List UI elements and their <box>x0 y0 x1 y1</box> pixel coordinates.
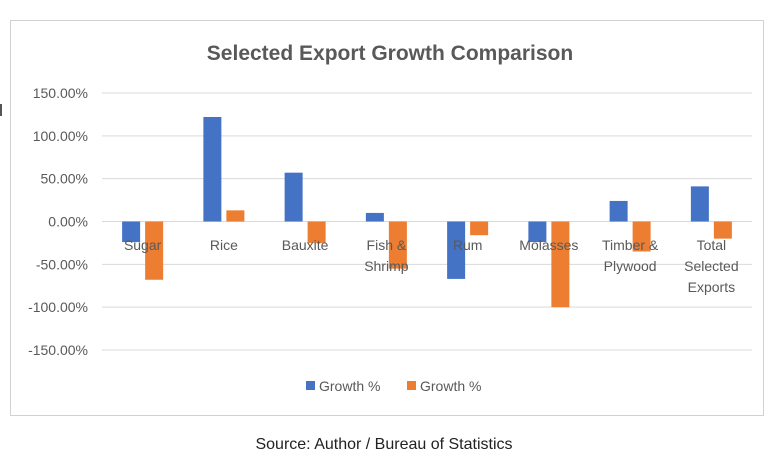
category-labels: Sugar Rice Bauxite Fish & Shrimp Rum Molasses T… <box>124 237 739 295</box>
bar-1 <box>690 186 709 222</box>
bar-2 <box>388 221 407 269</box>
category-label: Total Selected Exports <box>684 237 738 295</box>
gridlines <box>102 92 752 351</box>
category-label: Rum <box>453 237 483 253</box>
y-tick-label: 100.00% <box>33 128 88 144</box>
bar-1 <box>447 221 466 279</box>
category-label: Sugar <box>124 237 162 253</box>
bars <box>122 116 732 308</box>
bar-1 <box>284 172 303 222</box>
bar-1 <box>365 212 384 222</box>
category-label: Molasses <box>519 237 578 253</box>
chart-title: Selected Export Growth Comparison <box>207 42 573 65</box>
bar-2 <box>551 221 570 308</box>
edge-mark <box>0 104 2 116</box>
legend-label: Growth % <box>420 378 481 394</box>
bar-2 <box>145 221 164 280</box>
source-note: Source: Author / Bureau of Statistics <box>255 436 513 453</box>
y-tick-label: 0.00% <box>48 214 88 230</box>
category-label: Rice <box>210 237 238 253</box>
category-label: Timber & Plywood <box>602 237 659 274</box>
legend-label: Growth % <box>319 378 380 394</box>
bar-2 <box>632 221 651 252</box>
legend-swatch <box>306 381 315 390</box>
bar-2 <box>307 221 326 243</box>
bar-1 <box>609 200 628 222</box>
bar-1 <box>203 116 222 222</box>
y-axis-ticks: 150.00% 100.00% 50.00% 0.00% -50.00% -100.00%… <box>28 85 88 358</box>
bar-1 <box>122 221 141 243</box>
y-tick-label: -100.00% <box>28 299 88 315</box>
chart-svg: Selected Export Growth Comparison 150.00… <box>28 42 752 394</box>
y-tick-label: 50.00% <box>41 171 88 187</box>
y-tick-label: -150.00% <box>28 342 88 358</box>
legend: Growth % Growth % <box>306 378 481 394</box>
bar-2 <box>226 210 245 222</box>
y-tick-label: -50.00% <box>36 256 88 272</box>
y-tick-label: 150.00% <box>33 85 88 101</box>
legend-swatch <box>407 381 416 390</box>
category-label: Fish & Shrimp <box>364 237 409 274</box>
bar-2 <box>470 221 489 236</box>
bar-1 <box>528 221 547 243</box>
bar-2 <box>713 221 732 239</box>
category-label: Bauxite <box>282 237 329 253</box>
